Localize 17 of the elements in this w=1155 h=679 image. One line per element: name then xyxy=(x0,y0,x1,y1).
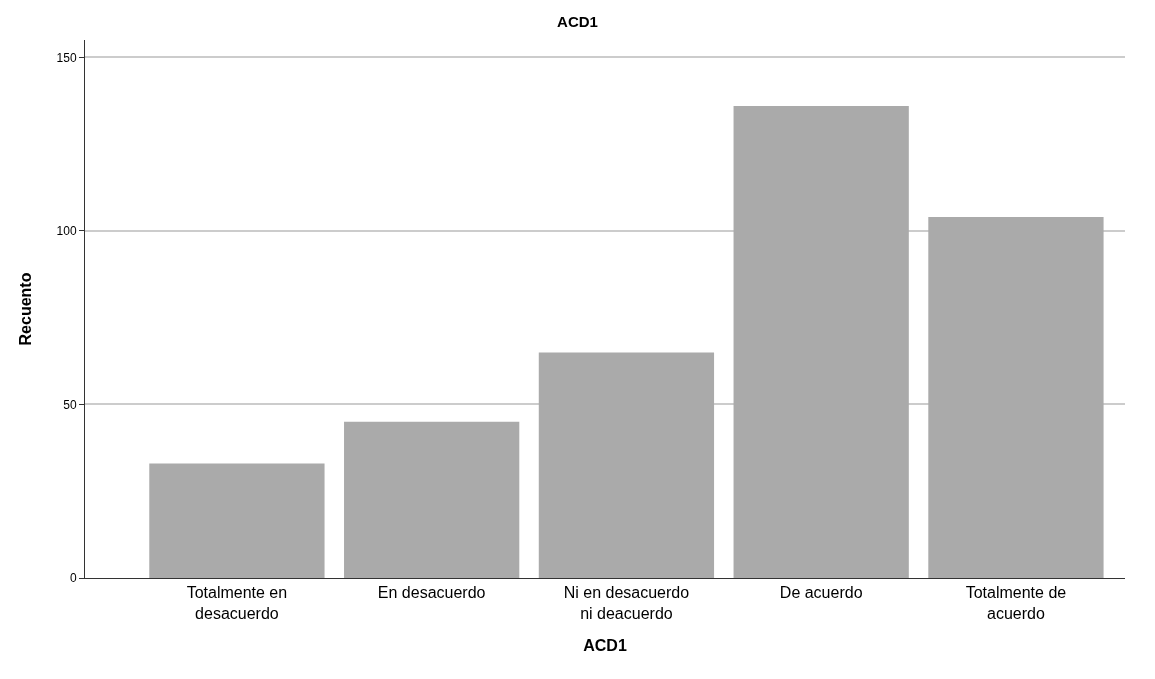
y-tick-label: 150 xyxy=(56,50,77,65)
y-tick-label: 50 xyxy=(63,397,77,412)
bar xyxy=(733,105,909,578)
y-tick-label: 0 xyxy=(69,571,77,586)
x-tick-label: Ni en desacuerdo ni deacuerdo xyxy=(563,584,690,622)
chart-title: ACD1 xyxy=(557,13,598,31)
x-axis-title: ACD1 xyxy=(583,636,627,654)
bar xyxy=(538,352,715,578)
x-tick-label: En desacuerdo xyxy=(377,584,486,602)
x-tick-label: De acuerdo xyxy=(779,584,863,602)
x-tick-label: Totalmente en desacuerdo xyxy=(186,584,288,622)
y-tick-label: 100 xyxy=(56,224,77,239)
y-axis-title: Recuento xyxy=(17,272,35,346)
bar xyxy=(928,217,1104,578)
x-tick-label: Totalmente de acuerdo xyxy=(965,584,1067,622)
bar xyxy=(149,463,325,578)
bar xyxy=(344,421,520,578)
